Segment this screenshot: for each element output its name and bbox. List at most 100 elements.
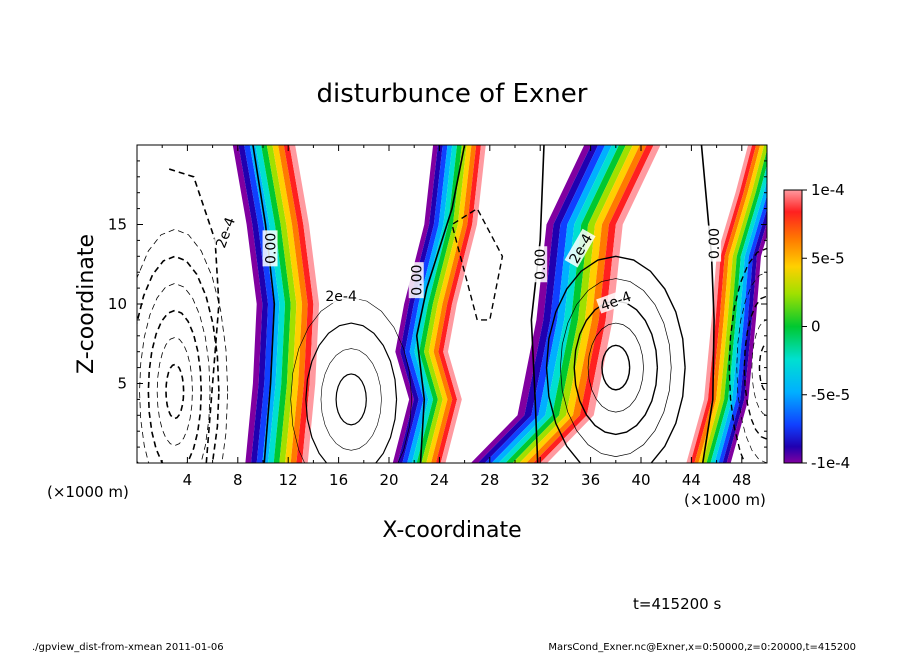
contour-positive (290, 297, 412, 463)
color-band (283, 145, 314, 463)
x-tick-label: 48 (732, 471, 751, 489)
contour-label: 0.00 (533, 249, 549, 280)
colorbar-ramp (783, 189, 803, 464)
color-band (289, 145, 320, 463)
color-band (435, 145, 481, 463)
color-band (278, 145, 308, 463)
x-tick-label: 28 (480, 471, 499, 489)
color-band (722, 208, 767, 463)
contour-label-bg (211, 212, 238, 252)
colorbar-ticks: 1e-4 5e-5 0 -5e-5 -1e-4 (802, 181, 850, 472)
color-band (706, 149, 767, 463)
color-band (255, 145, 286, 463)
contour-positive (305, 322, 398, 463)
contour-negative (728, 247, 767, 463)
contour-label: 2e-4 (325, 289, 357, 305)
contour-zero (530, 145, 545, 463)
color-band (426, 145, 472, 463)
color-band (726, 222, 767, 463)
color-band (244, 145, 274, 463)
chart-title: disturbunce of Exner (317, 79, 588, 109)
contour-positive (320, 348, 382, 451)
time-label: t=415200 s (633, 595, 721, 613)
color-band (266, 145, 297, 463)
contour-zero (700, 145, 715, 463)
y-tick-label: 5 (117, 375, 127, 393)
contour-negative (751, 319, 767, 416)
contour-label-bg (408, 262, 424, 299)
contour-label: 0.00 (264, 233, 280, 264)
x-tick-label: 16 (329, 471, 348, 489)
contour-label-bg (262, 230, 278, 267)
y-tick-label: 10 (108, 295, 127, 313)
color-band (416, 145, 462, 463)
contour-label-bg (564, 228, 596, 268)
color-band (407, 145, 453, 463)
colorbar-tick-label: -1e-4 (811, 454, 850, 472)
contour-positive (573, 300, 659, 436)
color-band (261, 145, 291, 463)
band-left (232, 145, 320, 463)
contour-zero (415, 145, 466, 463)
colorbar-tick-label: -5e-5 (811, 386, 850, 404)
contour-positive (587, 322, 644, 413)
contour-zero (252, 145, 276, 463)
color-band (411, 145, 458, 463)
contour-negative (156, 336, 193, 446)
x-axis-title: X-coordinate (382, 518, 521, 543)
color-band (397, 145, 443, 463)
contour-label-bg (532, 246, 548, 283)
band-middle (392, 145, 486, 463)
x-tick-label: 44 (682, 471, 701, 489)
contour-label: 0.00 (410, 265, 426, 296)
contour-label: 0.00 (707, 228, 723, 259)
contour-negative (736, 271, 767, 463)
color-band (718, 195, 767, 463)
color-band (431, 145, 477, 463)
contour-negative (165, 363, 185, 420)
x-unit-label-left: (×1000 m) (47, 483, 129, 501)
contour-positive (601, 344, 631, 391)
contour-negative (147, 309, 203, 463)
y-axis-title: Z-coordinate (74, 234, 99, 374)
colorbar-tick-label: 1e-4 (811, 181, 845, 199)
color-band (272, 145, 303, 463)
contour-negative (137, 255, 220, 463)
contour-label-bg (706, 225, 722, 262)
x-axis: 4 8 12 16 20 24 28 32 36 40 44 48 (161, 145, 751, 489)
contour-lines (137, 145, 767, 463)
colorbar-tick-label: 0 (811, 318, 821, 336)
colorbar: 1e-4 5e-5 0 -5e-5 -1e-4 (783, 181, 850, 472)
x-tick-label: 40 (631, 471, 650, 489)
plot-area (137, 145, 767, 463)
footer-right: MarsCond_Exner.nc@Exner,x=0:50000,z=0:20… (548, 642, 856, 653)
contour-negative (137, 228, 229, 463)
contour-label-bg (323, 288, 360, 304)
x-tick-label: 32 (531, 471, 550, 489)
y-tick-label: 15 (108, 216, 127, 234)
x-unit-label-right: (×1000 m) (684, 491, 766, 509)
x-tick-label: 4 (183, 471, 193, 489)
x-tick-label: 8 (233, 471, 243, 489)
color-band (392, 145, 438, 463)
footer-left: ./gpview_dist-from-xmean 2011-01-06 (32, 642, 224, 653)
color-band (440, 145, 486, 463)
color-band (238, 145, 269, 463)
color-band (402, 145, 448, 463)
y-axis: 5 10 15 (108, 160, 767, 448)
x-tick-label: 36 (581, 471, 600, 489)
x-tick-label: 20 (379, 471, 398, 489)
contour-positive (335, 373, 367, 426)
x-tick-label: 12 (279, 471, 298, 489)
contour-positive (560, 278, 672, 457)
color-band (232, 145, 263, 463)
color-band (710, 165, 767, 463)
contour-negative (758, 342, 767, 393)
color-band (421, 145, 467, 463)
contour-positive (545, 255, 686, 463)
contour-negative (168, 168, 220, 463)
color-band (249, 145, 280, 463)
x-tick-label: 24 (430, 471, 449, 489)
colorbar-tick-label: 5e-5 (811, 249, 845, 267)
